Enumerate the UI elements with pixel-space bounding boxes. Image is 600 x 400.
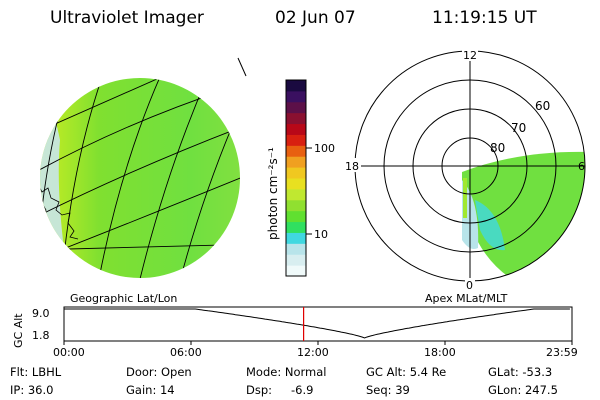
earth-disk (40, 78, 240, 278)
colorbar-swatch (286, 221, 306, 233)
colorbar-swatch (286, 210, 306, 223)
info-glon: GLon: 247.5 (488, 383, 558, 397)
lat-label-70: 70 (511, 121, 526, 135)
colorbar-swatch (286, 101, 306, 114)
colorbar-swatch (286, 243, 306, 255)
mlt-label-bg-top (462, 47, 478, 61)
colorbar-label-10: 10 (314, 228, 328, 241)
mlt-label-right: 6 (578, 160, 585, 173)
colorbar-swatch (286, 232, 306, 244)
xtick-label-3: 18:00 (424, 346, 456, 359)
colorbar-unit-label: photon cm⁻²s⁻¹ (266, 147, 280, 240)
info-dsp-label: Dsp: (246, 383, 273, 397)
polar-plot: 12 18 6 0 60 70 80 (343, 47, 586, 292)
colorbar-swatch (286, 254, 306, 266)
time-label: 11:19:15 UT (432, 8, 537, 28)
colorbar: 100 10 photon cm⁻²s⁻¹ (266, 79, 335, 277)
info-flt: Flt: LBHL (10, 365, 62, 379)
altitude-ticks (63, 341, 573, 345)
geo-panel-label: Geographic Lat/Lon (70, 292, 178, 305)
lat-label-80: 80 (490, 141, 505, 155)
grid-stub (237, 57, 247, 77)
colorbar-swatch (286, 134, 306, 146)
colorbar-swatch (286, 178, 306, 190)
xtick-label-1: 06:00 (170, 346, 202, 359)
mlt-label-bg-bottom (465, 278, 475, 291)
colorbar-swatch (286, 265, 306, 277)
altitude-ylabel: GC Alt (12, 313, 25, 348)
colorbar-swatches (286, 80, 306, 277)
info-glat: GLat: -53.3 (488, 365, 553, 379)
polar-panel-label: Apex MLat/MLT (425, 292, 508, 305)
colorbar-swatch (286, 156, 306, 168)
auroral-streak (463, 178, 467, 218)
xtick-label-0: 00:00 (53, 346, 85, 359)
info-seq: Seq: 39 (366, 383, 410, 397)
colorbar-swatch (286, 199, 306, 212)
info-mode: Mode: Normal (246, 365, 327, 379)
date-label: 02 Jun 07 (275, 8, 356, 28)
altitude-ytick-top: 9.0 (32, 307, 50, 320)
altitude-frame (63, 306, 573, 342)
info-gain: Gain: 14 (126, 383, 175, 397)
info-ip: IP: 36.0 (10, 383, 54, 397)
info-gc-alt: GC Alt: 5.4 Re (366, 365, 447, 379)
colorbar-swatch (286, 80, 306, 92)
colorbar-swatch (286, 90, 306, 103)
colorbar-swatch (286, 145, 306, 157)
altitude-curve (64, 308, 570, 339)
mlt-label-top: 12 (463, 49, 477, 62)
instrument-title: Ultraviolet Imager (50, 8, 204, 28)
lat-label-60: 60 (535, 99, 550, 113)
info-dsp-value: -6.9 (291, 383, 314, 397)
auroral-core (475, 200, 505, 251)
xtick-label-4: 23:59 (546, 346, 578, 359)
mlt-label-left: 18 (345, 160, 359, 173)
xtick-label-2: 12:00 (297, 346, 329, 359)
geo-image-panel (40, 57, 247, 278)
dayglow-edge (40, 100, 43, 160)
colorbar-swatch (286, 112, 306, 125)
altitude-plot: GC Alt 9.0 1.8 (12, 306, 573, 348)
mlt-label-bg-left (343, 158, 361, 172)
altitude-ytick-bottom: 1.8 (32, 329, 50, 342)
colorbar-label-100: 100 (314, 142, 335, 155)
colorbar-frame (285, 79, 307, 277)
limb-glow (40, 78, 70, 278)
mlt-label-bottom: 0 (466, 279, 473, 292)
info-door: Door: Open (126, 365, 192, 379)
colorbar-swatch (286, 188, 306, 201)
colorbar-swatch (286, 123, 306, 135)
colorbar-swatch (286, 167, 306, 179)
